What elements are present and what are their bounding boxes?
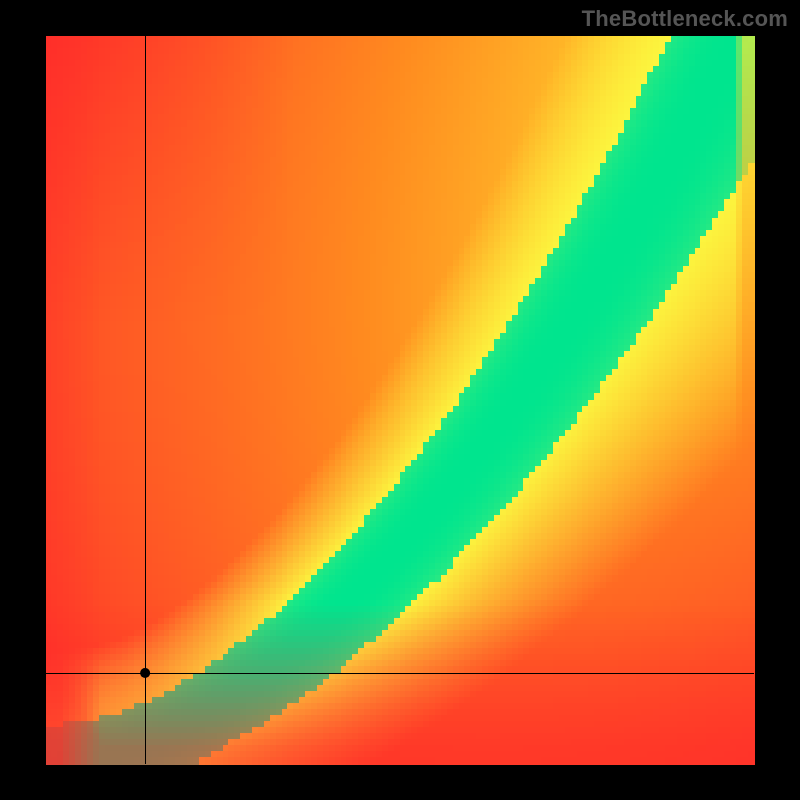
watermark-text: TheBottleneck.com [582,6,788,32]
bottleneck-heatmap [0,0,800,800]
